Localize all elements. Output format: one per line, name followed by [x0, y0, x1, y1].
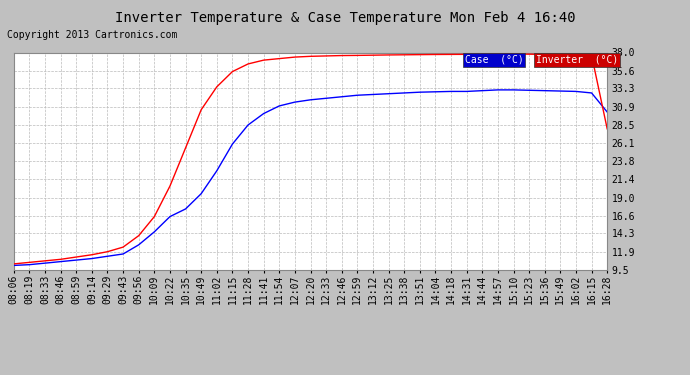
- Text: Case  (°C): Case (°C): [465, 55, 524, 64]
- Text: Inverter  (°C): Inverter (°C): [536, 55, 618, 64]
- Text: Inverter Temperature & Case Temperature Mon Feb 4 16:40: Inverter Temperature & Case Temperature …: [115, 11, 575, 25]
- Text: Copyright 2013 Cartronics.com: Copyright 2013 Cartronics.com: [7, 30, 177, 40]
